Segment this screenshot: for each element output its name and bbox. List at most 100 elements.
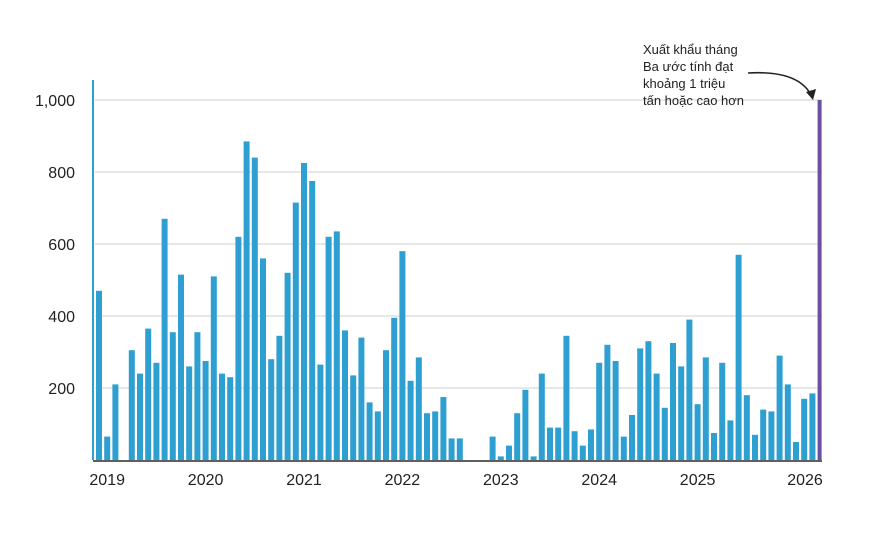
bar [169, 332, 176, 460]
bar [637, 348, 644, 460]
bar [104, 436, 111, 460]
bar [284, 272, 291, 460]
annotation-line: khoảng 1 triệu [643, 76, 725, 91]
bar [276, 335, 283, 460]
annotation: Xuất khẩu tháng Ba ước tính đạt khoảng 1… [643, 42, 816, 108]
annotation-line: Xuất khẩu tháng [643, 42, 738, 57]
x-tick-label: 2023 [483, 472, 519, 489]
x-tick-label: 2019 [89, 472, 125, 489]
annotation-line: Ba ước tính đạt [643, 59, 734, 74]
y-tick-label: 1,000 [35, 93, 75, 110]
bar [260, 258, 266, 460]
bar [227, 377, 234, 460]
bar [506, 445, 512, 460]
bar [202, 361, 209, 460]
bar [153, 362, 160, 460]
bar [325, 236, 332, 460]
bar [251, 157, 258, 460]
bar [268, 359, 275, 460]
bar [563, 335, 570, 460]
bar [686, 319, 693, 460]
bar [719, 362, 726, 460]
bar [547, 427, 553, 460]
bar [489, 436, 496, 460]
x-tick-label: 2022 [385, 472, 421, 489]
bar [760, 409, 767, 460]
bar [432, 411, 439, 460]
bar [629, 415, 635, 460]
y-tick-label: 200 [48, 381, 75, 398]
bar [210, 276, 217, 460]
bar [112, 384, 119, 460]
bar [604, 344, 611, 460]
bar [538, 373, 545, 460]
bar [645, 341, 652, 460]
bar [96, 290, 102, 460]
bar [440, 397, 447, 460]
bar [514, 413, 521, 460]
bar [678, 366, 685, 460]
bar [752, 434, 758, 460]
bar [235, 236, 242, 460]
bar [383, 350, 389, 460]
y-axis-labels: 200 400 600 800 1,000 [35, 93, 75, 398]
annotation-arrow [747, 71, 813, 98]
x-tick-label: 2020 [188, 472, 224, 489]
bar [735, 254, 742, 460]
bar [161, 218, 168, 460]
bar [342, 330, 348, 460]
x-axis-labels: 2019 2020 2021 2022 2023 2024 2025 2026 [89, 472, 822, 489]
bar [399, 251, 406, 460]
bar [711, 433, 717, 460]
bar [809, 393, 816, 460]
x-tick-label: 2024 [581, 472, 617, 489]
y-tick-label: 800 [48, 165, 75, 182]
bar [612, 361, 619, 460]
bar [374, 411, 381, 460]
x-tick-label: 2026 [787, 472, 823, 489]
bar [661, 407, 668, 460]
bar [588, 429, 594, 460]
bar [333, 231, 340, 460]
bar [366, 402, 373, 460]
annotation-arrowhead [806, 89, 816, 100]
bar [801, 398, 808, 460]
bar [653, 373, 660, 460]
bar [571, 431, 578, 460]
bar [579, 445, 586, 460]
bar [407, 380, 414, 460]
y-tick-label: 400 [48, 309, 75, 326]
bar [309, 181, 316, 460]
bar [128, 350, 135, 460]
bar [415, 357, 422, 460]
bar [317, 364, 324, 460]
bar [530, 456, 537, 460]
bar [186, 366, 193, 460]
bar [702, 357, 709, 460]
x-tick-label: 2021 [286, 472, 322, 489]
bar [456, 438, 463, 460]
bar [522, 389, 529, 460]
bar [219, 373, 225, 460]
bar [424, 413, 430, 460]
bar [145, 328, 152, 460]
bar [694, 404, 701, 460]
bar [555, 427, 562, 460]
bar [358, 337, 365, 460]
bar [178, 274, 184, 460]
bar [727, 420, 734, 460]
bar [301, 163, 307, 460]
annotation-line: tấn hoặc cao hơn [643, 93, 744, 108]
x-tick-label: 2025 [680, 472, 716, 489]
bar [620, 436, 627, 460]
bar [243, 141, 250, 460]
bar [793, 442, 799, 460]
bars [96, 100, 822, 460]
bar [350, 375, 357, 460]
bar [784, 384, 791, 460]
bar [776, 355, 783, 460]
y-tick-label: 600 [48, 237, 75, 254]
bar [743, 395, 750, 460]
bar [670, 343, 676, 460]
